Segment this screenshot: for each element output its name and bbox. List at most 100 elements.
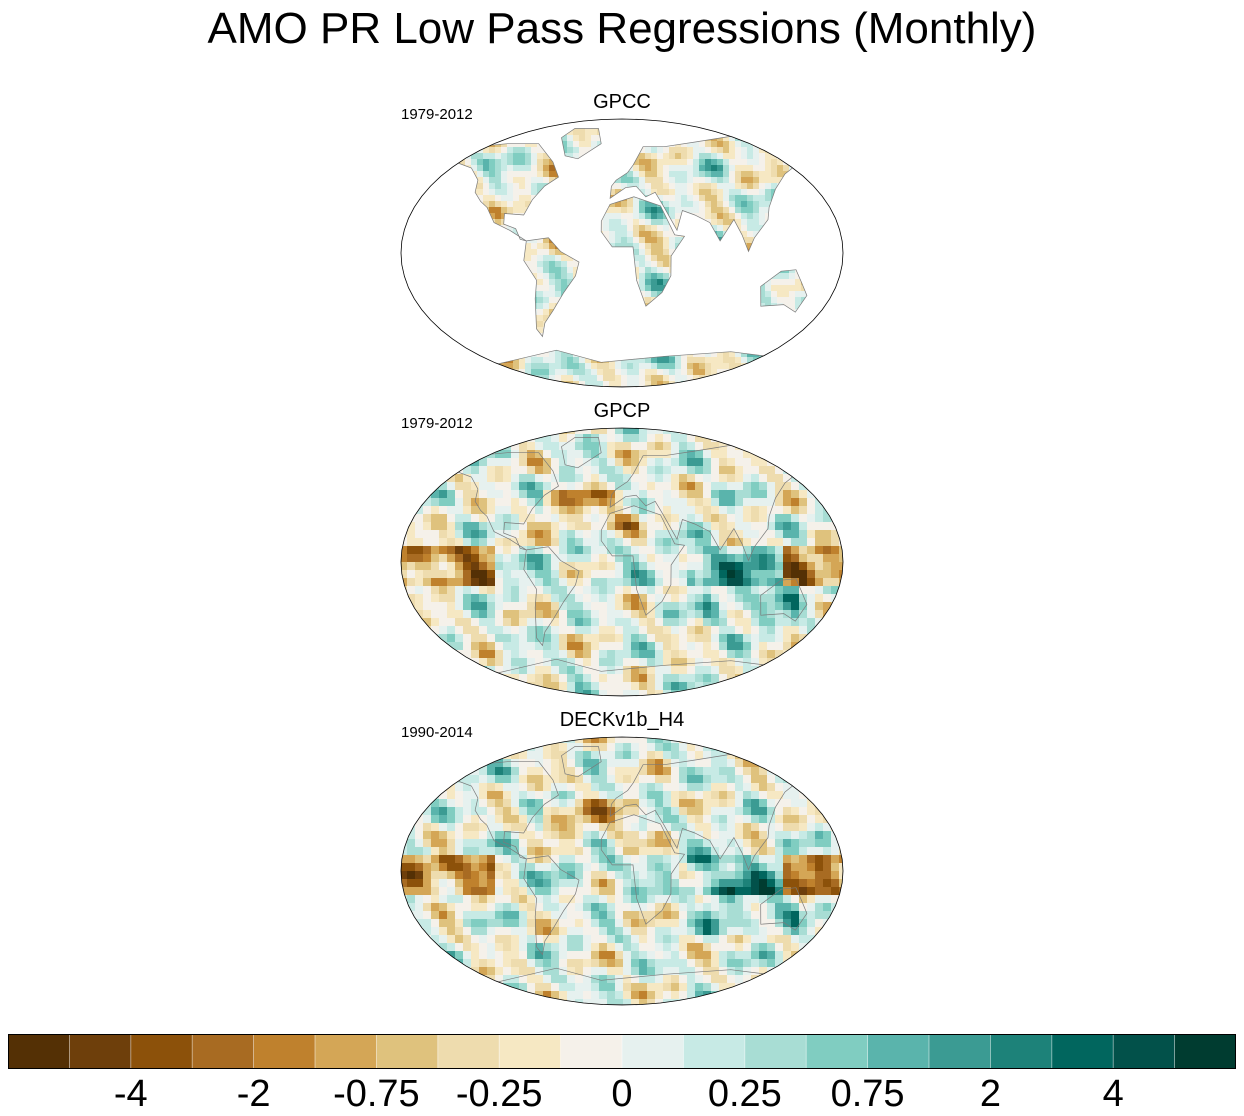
field-cell [743, 586, 752, 595]
field-cell [525, 321, 532, 328]
field-cell [447, 128, 454, 130]
field-cell [759, 291, 766, 298]
field-cell [527, 570, 536, 579]
field-cell [479, 482, 488, 491]
field-cell [735, 207, 742, 214]
field-cell [711, 594, 720, 603]
field-cell [459, 303, 466, 310]
field-cell [687, 626, 696, 635]
field-cell [507, 201, 514, 208]
field-cell [575, 490, 584, 499]
field-cell [447, 219, 454, 226]
field-cell [669, 183, 676, 190]
field-cell [447, 387, 454, 389]
field-cell [679, 450, 688, 459]
field-cell [561, 171, 568, 178]
field-cell [843, 123, 845, 130]
field-cell [633, 141, 640, 148]
field-cell [435, 128, 442, 130]
field-cell [399, 189, 406, 196]
field-cell [717, 381, 724, 387]
field-cell [639, 231, 646, 238]
field-cell [687, 618, 696, 627]
field-cell [717, 303, 724, 310]
field-cell [837, 339, 844, 346]
field-cell [477, 243, 484, 250]
field-cell [831, 165, 838, 172]
field-cell [807, 249, 814, 256]
field-cell [423, 570, 432, 579]
field-cell [573, 357, 580, 364]
field-cell [513, 339, 520, 346]
field-cell [527, 434, 536, 443]
field-cell [579, 267, 586, 274]
field-cell [783, 285, 790, 292]
field-cell [783, 506, 792, 515]
field-cell [583, 434, 592, 443]
field-cell [543, 610, 552, 619]
field-cell [705, 279, 712, 286]
field-cell [705, 345, 712, 352]
field-cell [837, 363, 844, 370]
field-cell [431, 434, 440, 443]
field-cell [621, 381, 628, 387]
field-cell [825, 315, 832, 322]
field-cell [477, 273, 484, 280]
field-cell [687, 243, 694, 250]
field-cell [507, 297, 514, 304]
field-cell [615, 165, 622, 172]
field-cell [723, 183, 730, 190]
field-cell [743, 634, 752, 643]
field-cell [705, 183, 712, 190]
field-cell [655, 434, 664, 443]
field-cell [567, 291, 574, 298]
field-cell [501, 128, 508, 130]
field-cell [759, 345, 766, 352]
field-cell [799, 570, 808, 579]
field-cell [551, 538, 560, 547]
field-cell [831, 159, 838, 166]
field-cell [423, 291, 430, 298]
field-cell [777, 351, 784, 358]
field-cell [399, 315, 406, 322]
field-cell [537, 285, 544, 292]
field-cell [675, 387, 682, 389]
field-cell [627, 297, 634, 304]
field-cell [639, 189, 646, 196]
field-cell [799, 434, 808, 443]
field-cell [717, 285, 724, 292]
field-cell [585, 207, 592, 214]
field-cell [483, 135, 490, 142]
field-cell [799, 610, 808, 619]
field-cell [447, 339, 454, 346]
field-cell [489, 249, 496, 256]
field-cell [783, 522, 792, 531]
field-cell [657, 267, 664, 274]
field-cell [441, 321, 448, 328]
field-cell [645, 339, 652, 346]
field-cell [561, 195, 568, 202]
field-cell [767, 522, 776, 531]
field-cell [439, 498, 448, 507]
field-cell [681, 207, 688, 214]
field-cell [783, 309, 790, 316]
field-cell [487, 610, 496, 619]
field-cell [561, 387, 568, 389]
field-cell [825, 195, 832, 202]
field-cell [815, 554, 824, 563]
field-cell [459, 207, 466, 214]
field-cell [537, 297, 544, 304]
field-cell [699, 177, 706, 184]
field-cell [839, 594, 843, 603]
field-cell [525, 357, 532, 364]
field-cell [603, 177, 610, 184]
field-cell [795, 387, 802, 389]
field-cell [671, 618, 680, 627]
field-cell [621, 135, 628, 142]
field-cell [777, 309, 784, 316]
field-cell [693, 213, 700, 220]
field-cell [411, 261, 418, 268]
field-cell [519, 243, 526, 250]
field-cell [495, 219, 502, 226]
field-cell [657, 375, 664, 382]
